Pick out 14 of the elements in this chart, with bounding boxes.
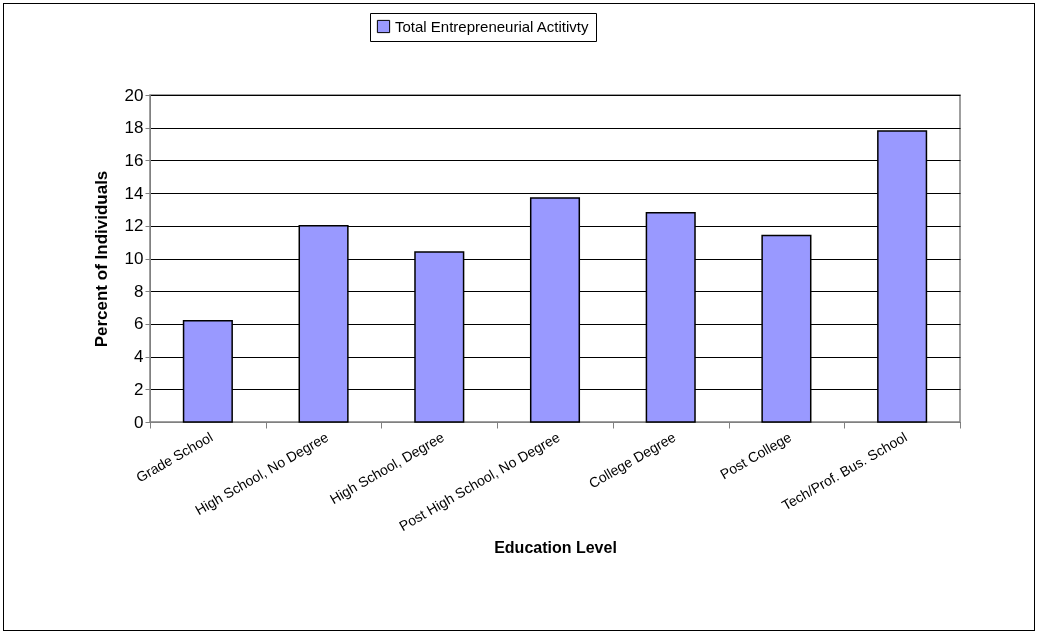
y-tick-label: 16 (124, 150, 144, 170)
y-tick-label: 0 (134, 412, 144, 432)
y-tick-label: 4 (134, 347, 144, 367)
legend-label: Total Entrepreneurial Actitivty (395, 17, 589, 35)
y-tick-label: 2 (134, 379, 144, 399)
y-axis-title: Percent of Individuals (91, 170, 111, 348)
y-tick-label: 12 (124, 216, 144, 236)
y-tick-label: 20 (124, 85, 144, 105)
y-tick-label: 6 (134, 314, 144, 334)
y-tick-label: 14 (124, 183, 144, 203)
y-tick-label: 8 (134, 281, 144, 301)
y-tick-label: 10 (124, 249, 144, 268)
y-tick-label: 18 (124, 118, 144, 138)
x-axis-title: Education Level (494, 539, 617, 557)
